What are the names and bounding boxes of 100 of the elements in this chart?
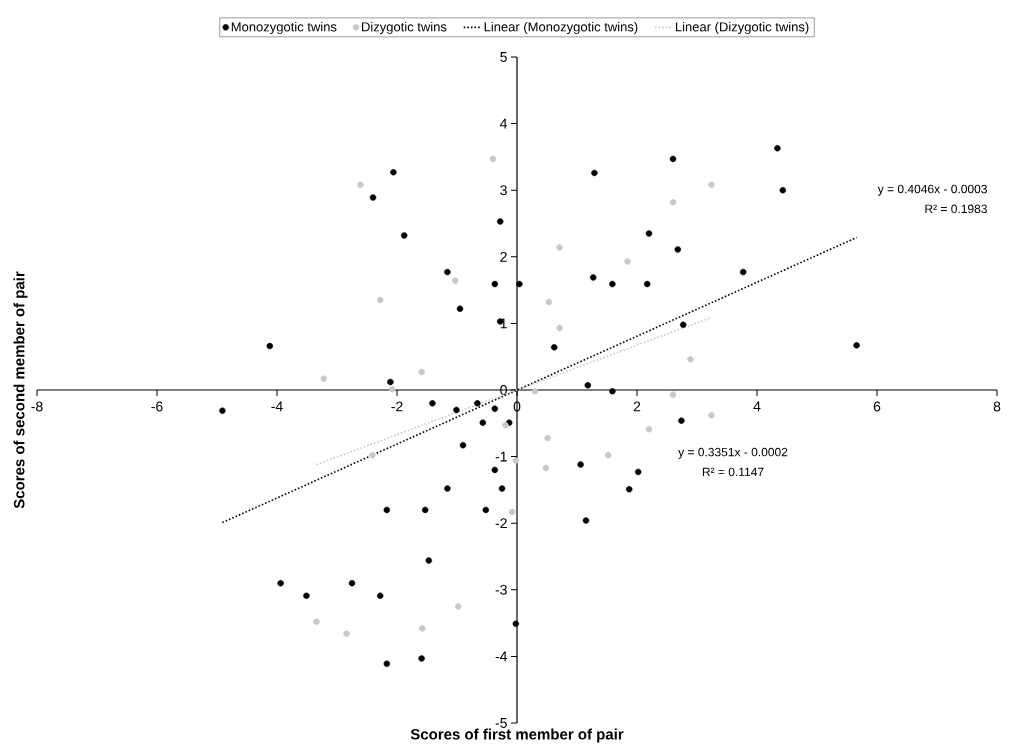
point: [512, 620, 520, 627]
point: [456, 305, 464, 312]
point: [678, 417, 685, 424]
point: [429, 400, 436, 407]
point: [512, 457, 520, 464]
y-tick-label: 2: [500, 251, 507, 262]
point: [669, 155, 677, 163]
point: [626, 486, 633, 493]
y-tick-label: -2: [495, 518, 507, 529]
y-tick-label: 0: [500, 385, 507, 395]
annotation: y = 0.3351x - 0.0002: [678, 447, 788, 459]
legend-label: Linear (Dizygotic twins): [675, 21, 809, 35]
point: [303, 592, 310, 599]
point: [708, 412, 715, 419]
point: [502, 422, 509, 429]
x-tick-label: 2: [633, 401, 641, 412]
point: [509, 508, 516, 516]
point: [584, 382, 592, 389]
point: [444, 485, 451, 492]
annotation: R² = 0.1983: [925, 204, 987, 214]
point: [635, 468, 642, 476]
legend-label: Linear (Monozygotic twins): [484, 21, 638, 35]
point: [479, 419, 487, 426]
y-axis-title: Scores of second member of pair: [13, 271, 28, 509]
point: [491, 466, 499, 474]
point: [474, 400, 481, 407]
point: [387, 378, 394, 386]
point: [482, 506, 490, 514]
point: [401, 232, 408, 239]
point: [277, 579, 284, 587]
point: [419, 625, 426, 632]
point: [708, 181, 715, 189]
point: [313, 618, 320, 625]
point: [489, 155, 497, 163]
point: [609, 388, 616, 395]
x-tick-label: -6: [151, 401, 163, 412]
point: [531, 388, 539, 395]
point: [645, 426, 653, 433]
point: [551, 344, 558, 351]
x-axis-title: Scores of first member of pair: [410, 728, 624, 743]
point: [740, 268, 747, 276]
y-tick-label: 4: [500, 118, 508, 129]
point: [577, 461, 584, 468]
x-tick-label: 6: [873, 401, 881, 412]
y-tick-label: 5: [500, 52, 507, 62]
point: [425, 557, 433, 564]
point: [377, 296, 384, 304]
point: [444, 268, 451, 276]
point: [266, 342, 273, 350]
point: [644, 280, 651, 288]
legend-label: Dizygotic twins: [362, 21, 447, 35]
point: [219, 407, 226, 414]
legend-label: Monozygotic twins: [231, 21, 337, 35]
point: [669, 391, 677, 398]
point: [453, 406, 460, 414]
point: [369, 452, 376, 459]
point: [687, 356, 694, 363]
point: [609, 280, 616, 288]
point: [542, 464, 550, 472]
point: [369, 194, 377, 201]
point: [674, 246, 682, 253]
y-tick-label: -3: [495, 584, 507, 595]
point: [605, 452, 612, 459]
point: [389, 386, 396, 393]
y-tick-label: -5: [495, 718, 507, 728]
point: [669, 198, 677, 206]
point: [624, 258, 631, 265]
point: [779, 186, 787, 194]
point: [383, 506, 391, 514]
y-tick-label: -4: [495, 651, 508, 662]
point: [320, 375, 328, 382]
point: [377, 592, 384, 599]
point: [343, 630, 350, 637]
point: [390, 169, 397, 176]
point: [544, 434, 551, 442]
point: [497, 218, 504, 225]
x-tick-label: -8: [31, 401, 43, 412]
point: [582, 517, 590, 524]
point: [459, 442, 467, 449]
point: [491, 405, 499, 412]
point: [357, 181, 364, 189]
annotation: y = 0.4046x - 0.0003: [877, 184, 987, 196]
point: [774, 145, 781, 152]
x-tick-label: -2: [391, 401, 403, 412]
x-tick-label: 4: [753, 401, 761, 412]
point: [590, 274, 597, 281]
point: [418, 368, 425, 376]
x-tick-label: 8: [993, 401, 1001, 412]
point: [418, 655, 425, 662]
point: [556, 244, 563, 251]
point: [498, 485, 506, 492]
point: [455, 603, 462, 610]
y-tick-label: 3: [500, 185, 507, 196]
annotation: R² = 0.1147: [702, 467, 764, 477]
point: [591, 169, 598, 177]
point: [680, 321, 687, 328]
y-tick-label: -1: [495, 451, 507, 462]
point: [348, 579, 356, 587]
point: [556, 324, 563, 332]
point: [383, 660, 391, 667]
